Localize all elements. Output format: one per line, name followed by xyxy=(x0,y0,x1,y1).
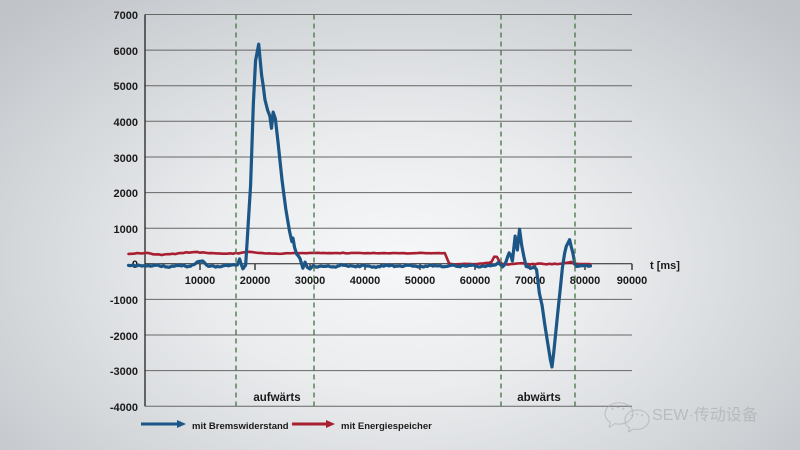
svg-text:7000: 7000 xyxy=(114,10,138,22)
svg-text:abwärts: abwärts xyxy=(517,392,560,404)
svg-text:SEW·传动设备: SEW·传动设备 xyxy=(652,406,758,424)
svg-text:2000: 2000 xyxy=(114,188,138,200)
svg-text:3000: 3000 xyxy=(114,153,138,165)
svg-text:5000: 5000 xyxy=(114,81,138,93)
svg-text:40000: 40000 xyxy=(350,275,381,287)
svg-text:mit Bremswiderstand: mit Bremswiderstand xyxy=(192,421,289,432)
svg-text:70000: 70000 xyxy=(515,275,546,287)
svg-text:50000: 50000 xyxy=(405,275,436,287)
svg-text:mit Energiespeicher: mit Energiespeicher xyxy=(341,421,432,432)
svg-text:-4000: -4000 xyxy=(110,402,138,414)
svg-text:60000: 60000 xyxy=(460,275,491,287)
svg-text:1000: 1000 xyxy=(114,224,138,236)
svg-text:6000: 6000 xyxy=(114,46,138,58)
svg-text:-3000: -3000 xyxy=(110,366,138,378)
svg-text:10000: 10000 xyxy=(185,275,216,287)
svg-text:90000: 90000 xyxy=(617,275,648,287)
svg-text:80000: 80000 xyxy=(570,275,601,287)
svg-text:t [ms]: t [ms] xyxy=(650,260,680,272)
svg-text:-2000: -2000 xyxy=(110,331,138,343)
svg-text:4000: 4000 xyxy=(114,117,138,129)
svg-text:20000: 20000 xyxy=(240,275,271,287)
svg-text:aufwärts: aufwärts xyxy=(253,392,300,404)
svg-text:博研新能: 博研新能 xyxy=(356,340,444,365)
svg-text:30000: 30000 xyxy=(295,275,326,287)
svg-text:-1000: -1000 xyxy=(110,295,138,307)
